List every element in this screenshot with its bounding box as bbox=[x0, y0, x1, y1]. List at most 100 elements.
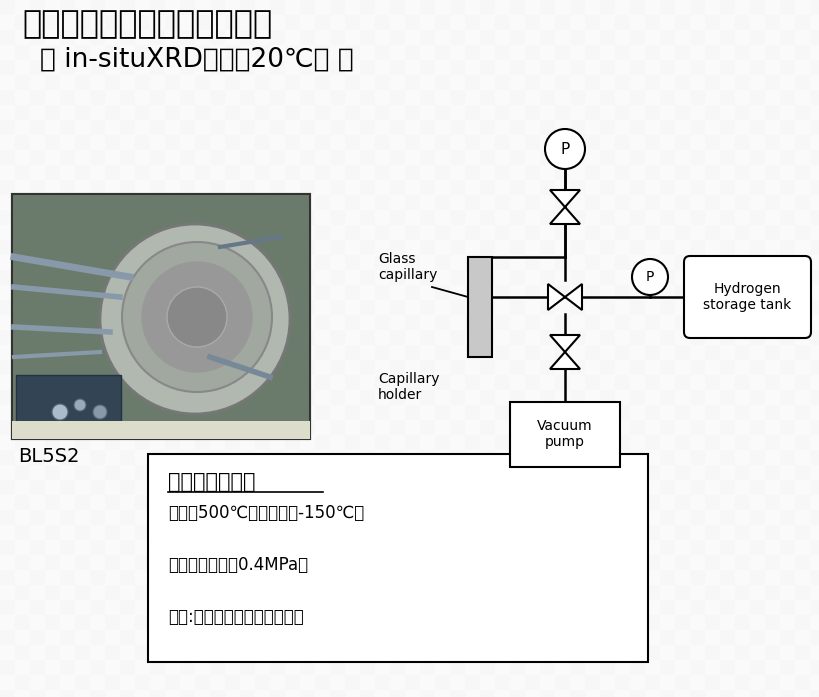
Text: － in-situXRD解析（20℃） －: － in-situXRD解析（20℃） － bbox=[40, 47, 353, 73]
Bar bbox=[45, 0, 60, 15]
Bar bbox=[269, 30, 285, 45]
Bar bbox=[749, 465, 764, 480]
Bar bbox=[329, 270, 345, 285]
Bar bbox=[374, 405, 390, 420]
Bar bbox=[165, 105, 180, 120]
Bar bbox=[674, 360, 689, 375]
Circle shape bbox=[100, 224, 290, 414]
Bar bbox=[165, 180, 180, 195]
Bar bbox=[509, 420, 524, 435]
Bar bbox=[150, 480, 165, 495]
Bar bbox=[540, 255, 554, 270]
Bar bbox=[45, 120, 60, 135]
Bar bbox=[195, 345, 210, 360]
Bar bbox=[390, 195, 405, 210]
Bar bbox=[600, 510, 614, 525]
Bar bbox=[464, 285, 479, 300]
Bar bbox=[30, 45, 45, 60]
Bar bbox=[210, 465, 224, 480]
Bar bbox=[60, 525, 75, 540]
Bar bbox=[464, 630, 479, 645]
Bar bbox=[405, 615, 419, 630]
Bar bbox=[360, 45, 374, 60]
Bar bbox=[614, 210, 629, 225]
Bar bbox=[509, 660, 524, 675]
Bar bbox=[584, 90, 600, 105]
Bar bbox=[569, 300, 584, 315]
Bar bbox=[329, 315, 345, 330]
Bar bbox=[269, 330, 285, 345]
Bar bbox=[105, 690, 120, 697]
Bar bbox=[135, 150, 150, 165]
Bar bbox=[314, 435, 329, 450]
Bar bbox=[75, 585, 90, 600]
Bar bbox=[674, 75, 689, 90]
Bar bbox=[180, 135, 195, 150]
Bar bbox=[584, 75, 600, 90]
Bar bbox=[0, 165, 15, 180]
Bar bbox=[150, 150, 165, 165]
Bar bbox=[269, 75, 285, 90]
Bar bbox=[524, 180, 540, 195]
Bar bbox=[764, 405, 779, 420]
Bar bbox=[329, 585, 345, 600]
Bar bbox=[645, 555, 659, 570]
Bar bbox=[180, 585, 195, 600]
Bar bbox=[734, 555, 749, 570]
Bar bbox=[674, 390, 689, 405]
Bar bbox=[809, 405, 819, 420]
Bar bbox=[614, 435, 629, 450]
Bar bbox=[255, 390, 269, 405]
Bar bbox=[584, 150, 600, 165]
Bar bbox=[554, 480, 569, 495]
Bar bbox=[60, 270, 75, 285]
Bar bbox=[659, 285, 674, 300]
Bar bbox=[719, 690, 734, 697]
Bar bbox=[345, 285, 360, 300]
Bar bbox=[734, 195, 749, 210]
Bar bbox=[584, 45, 600, 60]
Bar bbox=[719, 15, 734, 30]
Bar bbox=[269, 645, 285, 660]
Bar bbox=[15, 135, 30, 150]
Bar bbox=[180, 270, 195, 285]
Bar bbox=[255, 315, 269, 330]
Bar bbox=[405, 330, 419, 345]
Bar bbox=[255, 525, 269, 540]
Bar bbox=[540, 615, 554, 630]
Bar bbox=[345, 210, 360, 225]
Bar bbox=[180, 240, 195, 255]
Bar bbox=[224, 525, 240, 540]
Bar bbox=[450, 675, 464, 690]
Bar bbox=[300, 30, 314, 45]
Bar bbox=[569, 255, 584, 270]
Bar bbox=[345, 360, 360, 375]
Bar bbox=[584, 165, 600, 180]
Bar bbox=[584, 330, 600, 345]
Bar bbox=[540, 660, 554, 675]
Bar bbox=[629, 510, 645, 525]
Bar bbox=[479, 270, 495, 285]
Bar bbox=[390, 375, 405, 390]
Bar bbox=[329, 30, 345, 45]
Bar bbox=[195, 210, 210, 225]
Text: Vacuum
pump: Vacuum pump bbox=[536, 419, 592, 449]
Bar bbox=[554, 90, 569, 105]
Bar bbox=[450, 375, 464, 390]
Bar bbox=[419, 210, 434, 225]
Bar bbox=[390, 585, 405, 600]
Bar bbox=[390, 180, 405, 195]
Bar bbox=[659, 60, 674, 75]
Bar bbox=[405, 150, 419, 165]
Bar bbox=[314, 255, 329, 270]
Bar bbox=[464, 45, 479, 60]
Bar bbox=[719, 675, 734, 690]
Bar bbox=[150, 600, 165, 615]
Bar bbox=[509, 675, 524, 690]
Bar bbox=[540, 30, 554, 45]
Bar bbox=[419, 105, 434, 120]
Bar bbox=[569, 525, 584, 540]
Bar bbox=[300, 690, 314, 697]
Bar bbox=[704, 450, 719, 465]
Bar bbox=[195, 300, 210, 315]
